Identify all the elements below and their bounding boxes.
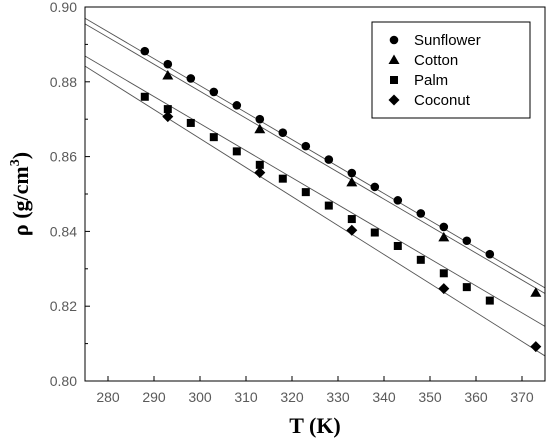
legend-marker-cotton bbox=[388, 54, 400, 64]
legend-marker-sunflower bbox=[389, 35, 399, 45]
data-point bbox=[255, 160, 264, 169]
series-cotton bbox=[162, 69, 542, 297]
data-point bbox=[254, 167, 266, 179]
data-point bbox=[254, 123, 266, 134]
x-tick-label: 320 bbox=[280, 389, 304, 405]
x-tick-label: 330 bbox=[326, 389, 350, 405]
data-point bbox=[346, 224, 358, 236]
data-point bbox=[439, 269, 448, 278]
axis-ticks: 280 290 300 310 320 330 340 350 360 370 0.80 0.82 0.… bbox=[50, 0, 534, 405]
legend-marker-coconut bbox=[388, 94, 400, 106]
data-point bbox=[232, 147, 241, 156]
data-point bbox=[255, 114, 265, 124]
fit-line bbox=[85, 55, 545, 327]
data-point bbox=[163, 59, 173, 69]
data-point bbox=[462, 236, 472, 246]
legend-box bbox=[371, 21, 531, 119]
data-point bbox=[301, 141, 311, 151]
data-point bbox=[301, 188, 310, 197]
legend-label: Cotton bbox=[414, 52, 458, 69]
y-tick-label: 0.86 bbox=[50, 149, 77, 165]
data-point bbox=[416, 209, 426, 218]
data-point bbox=[278, 174, 287, 183]
data-point bbox=[530, 287, 542, 297]
data-point bbox=[416, 255, 425, 264]
data-point bbox=[186, 118, 195, 127]
series-palm bbox=[140, 92, 494, 305]
data-point bbox=[278, 128, 288, 137]
y-axis-title-close: ) bbox=[8, 152, 33, 159]
data-point bbox=[438, 283, 450, 295]
data-point bbox=[186, 74, 196, 83]
legend-label: Palm bbox=[414, 72, 448, 89]
legend-marker-palm bbox=[390, 76, 398, 84]
data-point bbox=[439, 222, 449, 232]
series-coconut bbox=[162, 111, 542, 353]
data-point bbox=[438, 231, 450, 242]
series-sunflower bbox=[140, 46, 495, 259]
x-tick-label: 340 bbox=[372, 389, 396, 405]
x-tick-label: 370 bbox=[510, 389, 534, 405]
data-point bbox=[347, 168, 357, 178]
data-point bbox=[485, 249, 495, 259]
data-point bbox=[162, 69, 174, 80]
x-tick-label: 290 bbox=[142, 389, 166, 405]
fit-line bbox=[85, 23, 545, 294]
y-tick-label: 0.84 bbox=[50, 223, 77, 239]
y-tick-label: 0.80 bbox=[50, 373, 77, 389]
x-tick-label: 300 bbox=[188, 389, 212, 405]
legend: Sunflower Cotton Palm Coconut bbox=[371, 21, 531, 119]
data-point bbox=[370, 182, 380, 192]
y-axis-title-main: ρ (g/cm bbox=[8, 166, 33, 236]
x-tick-label: 360 bbox=[464, 389, 488, 405]
data-point bbox=[209, 87, 219, 97]
data-point bbox=[163, 105, 172, 114]
legend-label: Sunflower bbox=[414, 32, 481, 49]
data-point bbox=[324, 155, 334, 164]
data-point bbox=[162, 111, 174, 123]
legend-label: Coconut bbox=[414, 92, 471, 109]
data-points bbox=[140, 46, 542, 353]
y-tick-label: 0.88 bbox=[50, 74, 77, 90]
data-point bbox=[485, 296, 494, 305]
y-tick-label: 0.90 bbox=[50, 0, 77, 15]
data-point bbox=[462, 283, 471, 292]
x-axis-title: T (K) bbox=[289, 413, 341, 438]
x-tick-label: 310 bbox=[234, 389, 258, 405]
data-point bbox=[530, 341, 542, 353]
data-point bbox=[140, 46, 150, 56]
data-point bbox=[232, 101, 242, 110]
data-point bbox=[347, 215, 356, 224]
x-tick-label: 280 bbox=[96, 389, 120, 405]
x-tick-label: 350 bbox=[418, 389, 442, 405]
y-tick-label: 0.82 bbox=[50, 298, 77, 314]
data-point bbox=[346, 176, 358, 187]
y-axis-title: ρ (g/cm3) bbox=[8, 152, 33, 236]
data-point bbox=[324, 201, 333, 210]
fit-line bbox=[85, 65, 545, 357]
data-point bbox=[393, 241, 402, 250]
y-axis-title-superscript: 3 bbox=[8, 159, 23, 166]
data-point bbox=[209, 133, 218, 142]
data-point bbox=[370, 228, 379, 237]
data-point bbox=[140, 92, 149, 101]
data-point bbox=[393, 196, 403, 205]
